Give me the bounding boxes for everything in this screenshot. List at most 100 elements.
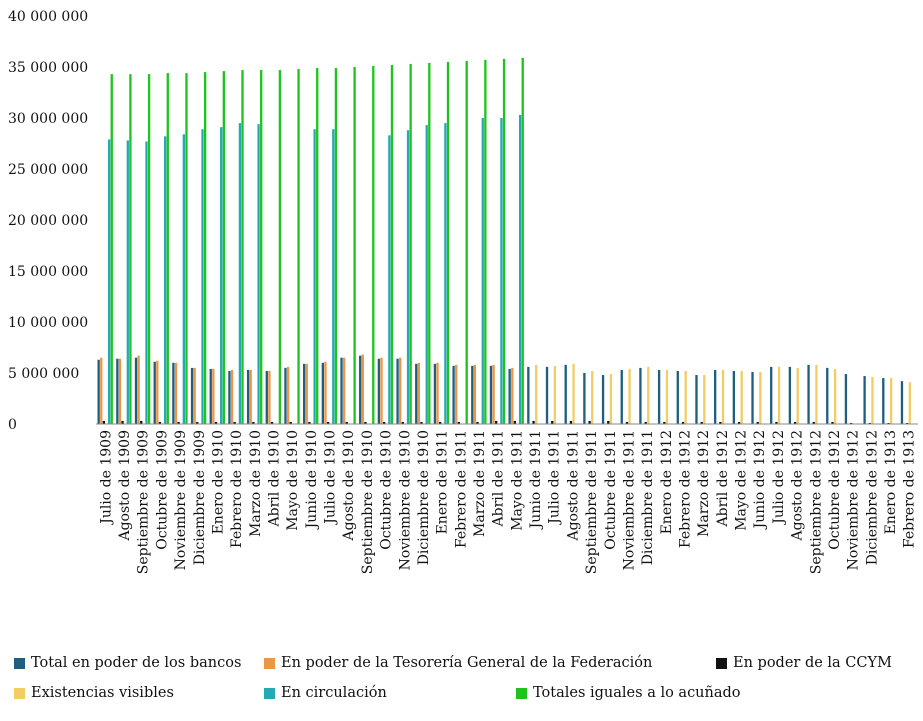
bar <box>770 366 773 424</box>
bar <box>153 361 156 424</box>
y-tick-label: 10 000 000 <box>8 315 88 331</box>
bar <box>390 64 394 425</box>
x-tick-label: Marzo de 1912 <box>696 430 712 537</box>
x-tick-label: Abril de 1911 <box>491 430 507 528</box>
bar <box>831 421 834 424</box>
x-tick-label: Febrero de 1910 <box>229 430 245 548</box>
bar <box>521 57 524 424</box>
y-tick-label: 0 <box>8 417 17 433</box>
bar <box>508 368 511 424</box>
bar <box>665 369 669 424</box>
bar <box>305 363 308 424</box>
bar <box>807 364 810 424</box>
bar <box>588 420 591 424</box>
bar <box>535 364 538 424</box>
bar <box>471 365 474 424</box>
bar <box>844 374 848 424</box>
bar <box>681 421 685 424</box>
bar <box>415 363 418 424</box>
x-tick-label: Julio de 1912 <box>771 430 787 526</box>
bar <box>145 141 148 424</box>
bar <box>788 366 792 424</box>
bar <box>793 421 797 424</box>
bar <box>695 375 698 424</box>
bar <box>647 366 650 424</box>
bar <box>158 421 162 424</box>
bar <box>382 421 386 424</box>
x-tick-label: Septiembre de 1911 <box>584 430 600 574</box>
bar <box>388 135 391 424</box>
bar <box>439 421 442 424</box>
x-tick-label: Mayo de 1912 <box>734 430 750 531</box>
legend-swatch-existencias <box>14 687 25 699</box>
bar <box>502 58 506 425</box>
legend-label-circulacion: En circulación <box>281 685 387 701</box>
y-tick-label: 15 000 000 <box>8 264 88 280</box>
bar <box>868 422 871 424</box>
x-tick-label: Agosto de 1911 <box>565 430 581 542</box>
bar <box>663 421 666 424</box>
bar <box>732 370 735 424</box>
bar <box>249 369 252 424</box>
bar <box>457 421 460 424</box>
legend-swatch-tesoreria <box>264 657 275 669</box>
bar <box>196 421 199 424</box>
bar <box>209 368 212 424</box>
bar <box>553 365 557 424</box>
bar <box>308 421 311 424</box>
bar <box>252 421 255 424</box>
x-tick-label: Enero de 1910 <box>210 430 226 534</box>
bar <box>177 421 180 424</box>
bar <box>182 134 185 424</box>
bar <box>609 374 613 424</box>
legend-label-banks: Total en poder de los bancos <box>31 655 242 671</box>
bar <box>361 354 364 424</box>
bar <box>489 365 493 424</box>
legend-label-tesoreria: En poder de la Tesorería General de la F… <box>281 655 653 671</box>
x-tick-label: Junio de 1911 <box>528 430 544 530</box>
bar <box>484 59 487 425</box>
bar <box>321 362 324 424</box>
bar <box>465 60 468 424</box>
x-tick-label: Septiembre de 1912 <box>808 430 824 574</box>
bar <box>481 118 484 424</box>
bar <box>436 362 439 424</box>
bar <box>102 420 106 424</box>
x-tick-label: Enero de 1913 <box>883 430 899 534</box>
bar <box>334 68 338 425</box>
bar <box>428 62 431 425</box>
x-tick-label: Noviembre de 1910 <box>397 430 413 570</box>
bar <box>583 373 586 424</box>
bar <box>420 421 423 424</box>
bar <box>137 355 140 424</box>
bar <box>409 63 412 424</box>
bar <box>332 129 335 424</box>
bar <box>644 421 647 424</box>
bar <box>601 375 605 424</box>
bar <box>406 130 410 425</box>
bar <box>265 370 268 424</box>
bar <box>156 360 159 424</box>
bar <box>756 421 759 424</box>
bar <box>313 129 316 424</box>
bar <box>871 377 874 424</box>
x-tick-label: Diciembre de 1912 <box>864 430 880 565</box>
bar <box>906 422 909 424</box>
bar <box>377 358 381 424</box>
bar <box>887 422 890 424</box>
bar <box>628 368 631 424</box>
legend-item-ccym: En poder de la CCYM <box>716 655 892 671</box>
bar <box>380 357 383 424</box>
legend-label-ccym: En poder de la CCYM <box>733 655 892 671</box>
x-tick-label: Junio de 1910 <box>304 430 320 530</box>
legend-swatch-totales <box>516 687 527 699</box>
bar <box>511 367 514 424</box>
legend-row-1: Total en poder de los bancos En poder de… <box>14 648 914 678</box>
bar <box>676 370 679 424</box>
bar <box>278 70 282 424</box>
bar <box>417 362 421 424</box>
bar <box>97 359 100 424</box>
bar <box>118 358 122 424</box>
bar <box>174 362 178 424</box>
bar <box>172 362 175 424</box>
